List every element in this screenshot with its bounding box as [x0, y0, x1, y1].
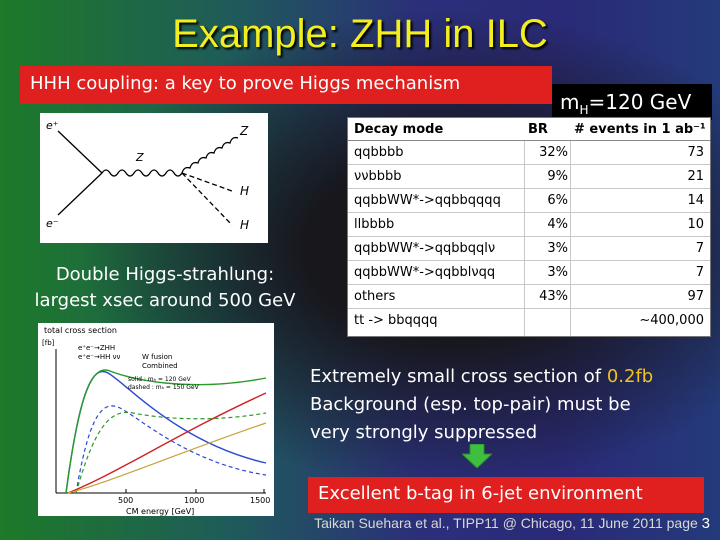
- higgs-mass-label: mH=120 GeV: [552, 84, 712, 120]
- x-axis-label: CM energy [GeV]: [126, 507, 194, 516]
- legend-zhh: e⁺e⁻→ZHH: [78, 344, 115, 352]
- decay-mode-cell: llbbbb: [354, 217, 395, 232]
- x-tick-1500: 1500: [250, 496, 270, 505]
- events-cell: 14: [687, 193, 704, 208]
- cross-section-plot: total cross section [fb] e⁺e⁻→ZHH e⁺e⁻→H…: [38, 323, 274, 516]
- btag-banner: Excellent b-tag in 6-jet environment: [308, 477, 704, 513]
- mass-value: =120 GeV: [588, 90, 692, 114]
- decay-mode-cell: qqbbWW*->qqbblνqq: [354, 265, 496, 280]
- br-cell: 3%: [547, 265, 568, 280]
- feynman-diagram: e⁺ e⁻ Z Z H H: [40, 113, 268, 243]
- footer-text: Taikan Suehara et al., TIPP11 @ Chicago,…: [314, 515, 698, 531]
- table-row: qqbbWW*->qqbblνqq 3% 7: [348, 261, 710, 285]
- header-decay-mode: Decay mode: [354, 122, 444, 137]
- combined-curve: [65, 369, 267, 494]
- br-cell: 4%: [547, 217, 568, 232]
- electron-label: e⁻: [46, 217, 59, 230]
- header-br: BR: [528, 122, 548, 137]
- double-higgs-caption: Double Higgs-strahlung: largest xsec aro…: [10, 262, 320, 314]
- decay-mode-cell: qqbbWW*->qqbbqqlν: [354, 241, 496, 256]
- table-row: qqbbbb 32% 73: [348, 141, 710, 165]
- table-divider: [570, 118, 571, 336]
- higgs-2-label: H: [240, 218, 249, 232]
- higgs-1-label: H: [240, 184, 249, 198]
- cross-section-message: Extremely small cross section of 0.2fb B…: [310, 363, 710, 447]
- decay-mode-cell: others: [354, 289, 396, 304]
- double-higgs-line-1: Double Higgs-strahlung:: [55, 264, 275, 285]
- decay-mode-cell: qqbbbb: [354, 145, 404, 160]
- z-boson-out-label: Z: [239, 124, 249, 138]
- x-tick-500: 500: [118, 496, 133, 505]
- page-number: 3: [701, 515, 710, 532]
- gray-curve: [67, 422, 267, 494]
- br-cell: 6%: [547, 193, 568, 208]
- cross-section-value: 0.2fb: [606, 366, 654, 387]
- wfusion-curve: [67, 392, 267, 494]
- table-row: tt -> bbqqqq ~400,000: [348, 309, 710, 333]
- double-higgs-line-2: largest xsec around 500 GeV: [34, 290, 296, 311]
- z-boson-mid-label: Z: [135, 151, 144, 164]
- message-line-2: Background (esp. top-pair) must be: [310, 394, 631, 415]
- br-cell: 32%: [539, 145, 568, 160]
- mass-subscript: H: [579, 103, 589, 117]
- table-row: qqbbWW*->qqbbqqqq 6% 14: [348, 189, 710, 213]
- br-cell: 43%: [539, 289, 568, 304]
- legend-wfusion: W fusion: [142, 353, 172, 361]
- message-line-3: very strongly suppressed: [310, 422, 538, 443]
- br-cell: 9%: [547, 169, 568, 184]
- table-row: others 43% 97: [348, 285, 710, 309]
- events-cell: 21: [687, 169, 704, 184]
- events-cell: 97: [687, 289, 704, 304]
- events-cell: 7: [695, 265, 704, 280]
- combined-curve-dashed: [75, 411, 267, 494]
- subtitle-banner: HHH coupling: a key to prove Higgs mecha…: [20, 66, 552, 104]
- plot-y-unit: [fb]: [42, 339, 55, 347]
- message-line-1-text: Extremely small cross section of: [310, 366, 607, 387]
- decay-mode-cell: ννbbbb: [354, 169, 402, 184]
- message-line-1: Extremely small cross section of 0.2fb: [310, 363, 710, 391]
- events-cell: 7: [695, 241, 704, 256]
- table-header-row: Decay mode BR # events in 1 ab⁻¹: [348, 118, 710, 141]
- plot-note-dashed: dashed : mₕ = 150 GeV: [128, 384, 200, 391]
- x-tick-1000: 1000: [184, 496, 204, 505]
- table-row: ννbbbb 9% 21: [348, 165, 710, 189]
- zhh-curve-dashed: [75, 405, 267, 494]
- down-arrow-icon: [462, 444, 492, 468]
- table-row: qqbbWW*->qqbbqqlν 3% 7: [348, 237, 710, 261]
- table-divider: [524, 118, 525, 336]
- decay-mode-cell: tt -> bbqqqq: [354, 313, 438, 328]
- legend-combined: Combined: [142, 362, 178, 370]
- events-cell: ~400,000: [639, 313, 704, 328]
- mass-prefix: m: [560, 90, 580, 114]
- plot-note-solid: solid : mₕ = 120 GeV: [128, 376, 192, 383]
- decay-mode-cell: qqbbWW*->qqbbqqqq: [354, 193, 501, 208]
- header-events: # events in 1 ab⁻¹: [574, 122, 706, 137]
- br-cell: 3%: [547, 241, 568, 256]
- positron-label: e⁺: [46, 119, 59, 132]
- plot-title: total cross section: [44, 326, 117, 335]
- slide-footer: Taikan Suehara et al., TIPP11 @ Chicago,…: [240, 515, 710, 532]
- slide-title: Example: ZHH in ILC: [172, 12, 548, 56]
- decay-mode-table: Decay mode BR # events in 1 ab⁻¹ qqbbbb …: [347, 117, 711, 337]
- events-cell: 10: [687, 217, 704, 232]
- legend-hhnn: e⁺e⁻→HH νν: [78, 353, 121, 361]
- table-row: llbbbb 4% 10: [348, 213, 710, 237]
- events-cell: 73: [687, 145, 704, 160]
